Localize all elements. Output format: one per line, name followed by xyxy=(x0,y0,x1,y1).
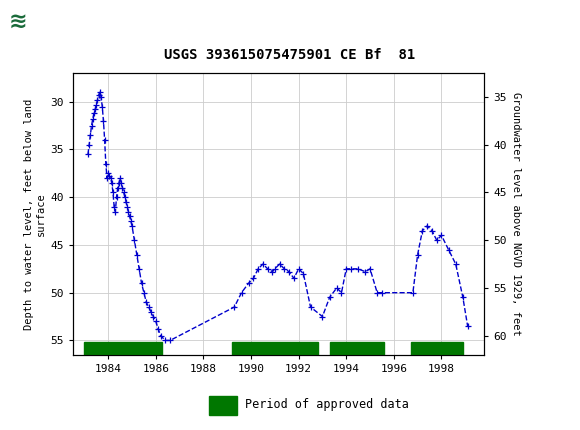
Text: USGS: USGS xyxy=(41,12,96,31)
Bar xyxy=(411,342,463,355)
Y-axis label: Groundwater level above NGVD 1929, feet: Groundwater level above NGVD 1929, feet xyxy=(511,92,521,336)
Y-axis label: Depth to water level, feet below land
surface: Depth to water level, feet below land su… xyxy=(24,98,46,329)
Bar xyxy=(329,342,385,355)
Bar xyxy=(85,342,162,355)
Bar xyxy=(209,396,237,415)
FancyBboxPatch shape xyxy=(6,3,64,41)
Bar xyxy=(232,342,318,355)
Text: ≋: ≋ xyxy=(9,12,27,32)
Text: USGS 393615075475901 CE Bf  81: USGS 393615075475901 CE Bf 81 xyxy=(164,48,416,62)
Text: Period of approved data: Period of approved data xyxy=(245,398,409,411)
